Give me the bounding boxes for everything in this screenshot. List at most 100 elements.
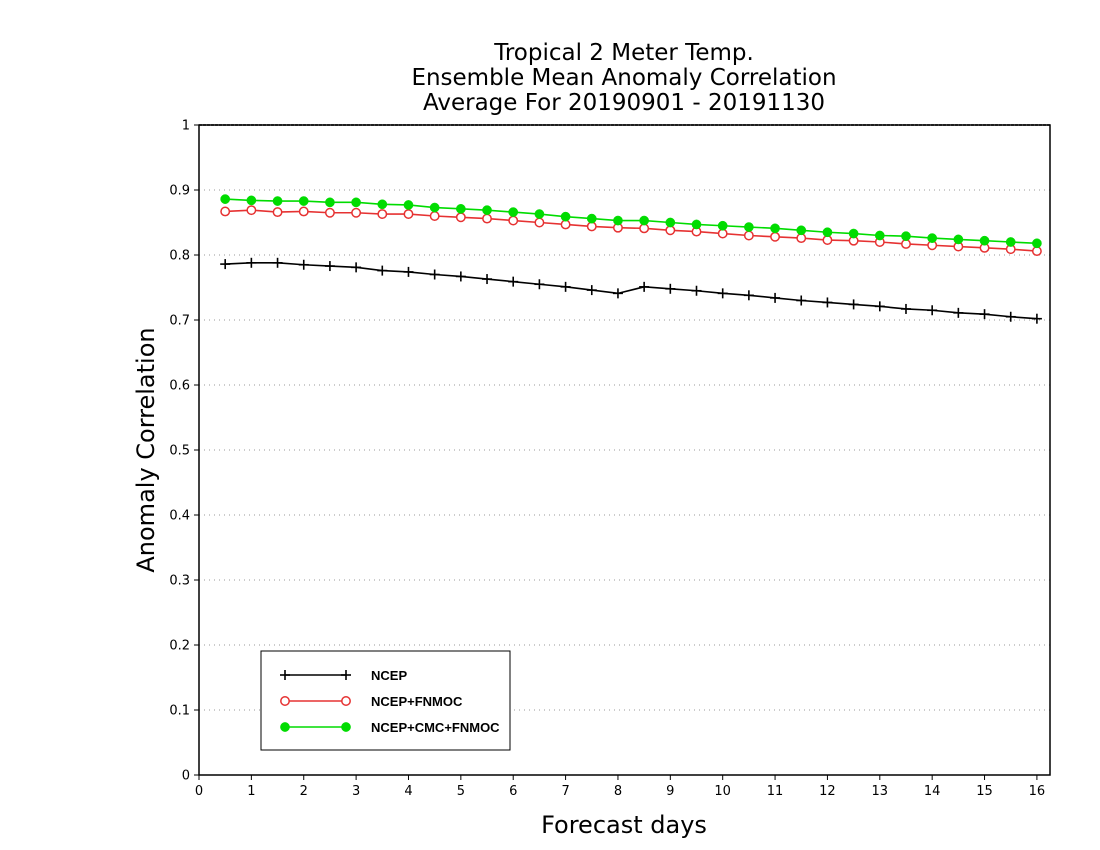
series-0-point-4: [324, 261, 335, 272]
series-1-point-3: [298, 206, 309, 217]
series-2-point-10: [482, 205, 492, 215]
series-2: [220, 194, 1042, 249]
y-tick-label-3: 0.3: [169, 574, 190, 589]
series-1-point-9: [455, 212, 466, 223]
series-1-point-4: [324, 207, 335, 218]
series-1-point-6: [377, 209, 388, 220]
series-2-point-6: [377, 199, 388, 210]
x-tick-label-7: 7: [561, 784, 569, 799]
series-line-0: [225, 261, 1037, 320]
series-1-point-11: [508, 215, 519, 226]
series-1-point-21: [770, 231, 781, 242]
series-2-point-22: [796, 225, 807, 236]
series-0-point-20: [743, 290, 754, 301]
legend: NCEP NCEP+FNMOC NCEP+CMC+FNMOC: [260, 650, 511, 751]
series-line-1: [225, 209, 1037, 252]
series-0-point-17: [665, 283, 676, 294]
legend-marker-start-1: [280, 696, 290, 706]
series-2-point-5: [351, 197, 361, 208]
series-0-point-8: [429, 269, 440, 280]
series-2-point-24: [848, 228, 859, 239]
series-1-point-1: [246, 205, 257, 216]
chart-title-line-3: Average For 20190901 - 20191130: [423, 90, 825, 116]
legend-marker-end-0: [341, 670, 351, 680]
series-2-point-27: [927, 233, 938, 243]
y-tick-label-7: 0.7: [169, 314, 190, 329]
series-0-point-24: [848, 299, 859, 310]
series-2-point-14: [586, 213, 597, 224]
series-0-point-12: [534, 279, 545, 290]
data-series: [220, 194, 1042, 324]
series-0-point-18: [691, 285, 702, 296]
series-0: [220, 257, 1042, 324]
series-0-point-16: [639, 281, 650, 292]
series-2-point-16: [639, 215, 649, 226]
legend-label-0: NCEP: [371, 668, 407, 683]
series-2-point-7: [403, 200, 414, 210]
x-tick-label-3: 3: [352, 784, 360, 799]
series-1-point-8: [429, 211, 440, 221]
series-1-point-26: [901, 239, 911, 249]
y-tick-label-1: 0.1: [169, 704, 190, 719]
x-tick-label-16: 16: [1029, 784, 1046, 799]
series-2-point-9: [455, 204, 466, 214]
y-tick-label-8: 0.8: [169, 249, 190, 264]
series-1-point-19: [717, 228, 728, 239]
y-tick-label-10: 1: [182, 119, 190, 134]
x-tick-label-8: 8: [614, 784, 622, 799]
x-tick-label-5: 5: [457, 784, 465, 799]
series-2-point-3: [298, 196, 309, 206]
series-2-point-30: [1005, 237, 1016, 247]
series-1-point-0: [220, 206, 231, 217]
legend-marker-end-2: [341, 722, 351, 732]
series-1-point-12: [534, 217, 545, 228]
series-2-point-12: [534, 209, 545, 219]
series-0-point-22: [796, 295, 807, 306]
series-1-point-31: [1031, 246, 1042, 257]
series-2-point-4: [325, 197, 335, 208]
grid-lines: [199, 189, 1050, 711]
x-tick-label-6: 6: [509, 784, 517, 799]
series-2-point-25: [874, 230, 885, 241]
series-1-point-13: [560, 219, 571, 230]
series-2-point-31: [1032, 238, 1042, 249]
x-tick-label-13: 13: [872, 784, 889, 799]
series-0-point-23: [822, 297, 833, 308]
series-0-point-14: [586, 285, 597, 296]
axes: 00.10.20.30.40.50.60.70.80.910 1 2 3 4 5 6 7 8 9 1…: [169, 119, 1051, 799]
series-2-point-11: [508, 207, 519, 217]
series-0-point-11: [508, 276, 519, 287]
series-2-point-17: [665, 217, 676, 228]
series-1-point-16: [639, 223, 650, 234]
x-tick-label-9: 9: [666, 784, 674, 799]
y-tick-label-4: 0.4: [169, 509, 190, 524]
y-tick-label-5: 0.5: [169, 444, 190, 459]
y-tick-label-0: 0: [182, 769, 190, 784]
series-0-point-29: [979, 309, 990, 320]
series-2-point-8: [429, 202, 440, 213]
y-tick-label-2: 0.2: [169, 639, 190, 654]
series-2-point-21: [770, 223, 780, 234]
series-1-point-10: [482, 213, 492, 224]
x-tick-label-4: 4: [404, 784, 412, 799]
series-2-point-2: [272, 196, 283, 206]
chart-title-line-1: Tropical 2 Meter Temp.: [493, 40, 754, 66]
legend-marker-end-1: [341, 696, 351, 706]
series-0-point-6: [377, 265, 388, 276]
series-0-point-19: [717, 288, 728, 299]
legend-marker-start-0: [280, 670, 290, 680]
series-1-point-22: [796, 233, 807, 244]
series-0-point-27: [927, 305, 938, 316]
series-0-point-15: [612, 288, 623, 299]
series-1-point-7: [403, 209, 414, 220]
series-2-point-0: [220, 194, 231, 204]
series-2-point-19: [717, 220, 728, 231]
y-tick-label-6: 0.6: [169, 379, 190, 394]
chart-title-line-2: Ensemble Mean Anomaly Correlation: [411, 65, 836, 91]
x-tick-label-11: 11: [767, 784, 784, 799]
series-1-point-5: [351, 207, 362, 218]
series-0-point-26: [900, 303, 911, 314]
x-tick-label-12: 12: [819, 784, 836, 799]
x-tick-label-0: 0: [195, 784, 203, 799]
series-0-point-0: [220, 259, 231, 270]
